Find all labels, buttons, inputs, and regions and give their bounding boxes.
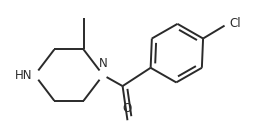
Text: O: O [123,102,132,115]
Text: Cl: Cl [230,17,241,30]
Text: HN: HN [15,69,32,82]
Text: N: N [99,57,107,70]
